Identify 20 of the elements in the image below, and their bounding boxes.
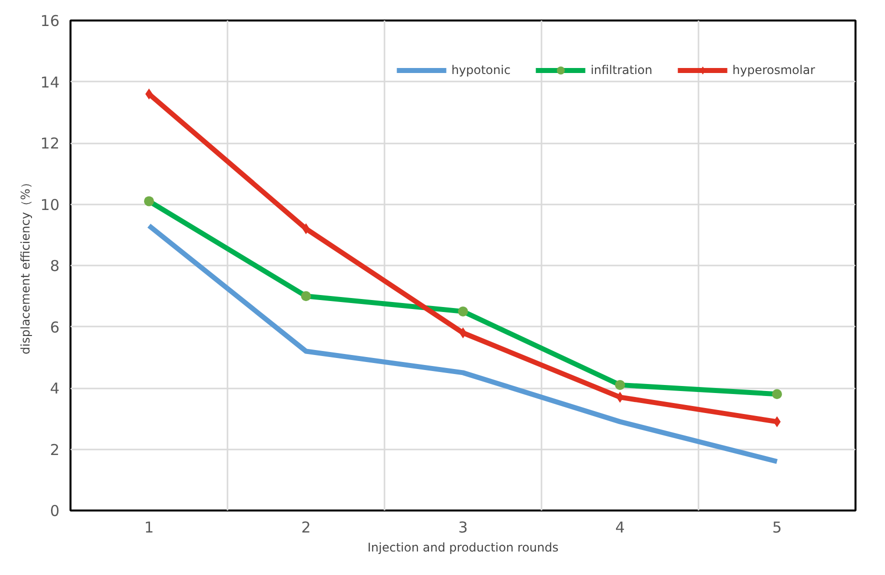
x-tick-label: 1 xyxy=(144,518,154,536)
x-tick-label: 4 xyxy=(615,518,625,536)
y-tick-label: 12 xyxy=(40,134,60,152)
legend-label: hypotonic xyxy=(451,63,511,77)
y-tick-label: 6 xyxy=(50,318,60,336)
x-tick-label: 3 xyxy=(458,518,468,536)
point xyxy=(145,88,153,100)
y-axis-title: displacement efficiency（%） xyxy=(18,176,32,354)
x-tick-label: 5 xyxy=(772,518,782,536)
y-tick-label: 14 xyxy=(40,73,60,92)
x-axis-title: Injection and production rounds xyxy=(368,540,559,554)
y-tick-label: 10 xyxy=(40,196,60,214)
y-tick-label: 2 xyxy=(50,440,60,459)
legend-label: infiltration xyxy=(590,63,652,77)
y-tick-label: 0 xyxy=(50,502,60,520)
x-tick-label: 2 xyxy=(301,518,311,536)
y-tick-label: 4 xyxy=(50,380,60,398)
legend-label: hyperosmolar xyxy=(732,63,815,77)
y-tick-label: 16 xyxy=(40,12,60,30)
y-tick-label: 8 xyxy=(50,257,60,275)
